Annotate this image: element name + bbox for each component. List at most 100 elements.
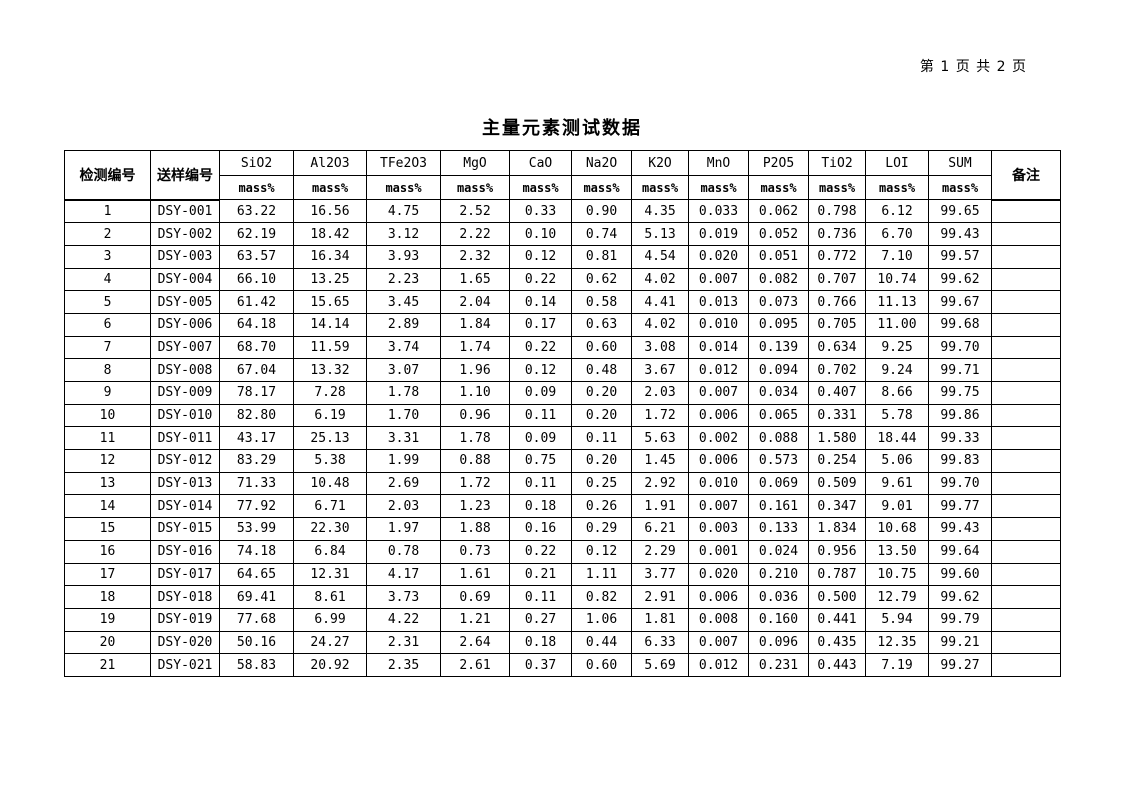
cell-remark [991, 358, 1061, 382]
cell-value: 0.73 [440, 539, 510, 564]
cell-sample-id: DSY-013 [150, 471, 220, 496]
cell-value: 20.92 [293, 653, 367, 677]
cell-value: 99.21 [928, 630, 992, 655]
cell-value: 77.68 [219, 607, 294, 632]
cell-remark [991, 630, 1061, 655]
cell-value: 0.18 [509, 494, 572, 519]
cell-sample-id: DSY-001 [150, 198, 220, 224]
table-row: 9 DSY-009 78.17 7.28 1.78 1.10 0.09 0.20 2.03 0.0… [64, 381, 1061, 405]
cell-detect-id: 21 [64, 653, 151, 677]
column-header-tio2: TiO2 [808, 150, 866, 176]
cell-value: 0.033 [688, 198, 749, 224]
cell-detect-id: 10 [64, 403, 151, 428]
cell-value: 0.020 [688, 562, 749, 587]
column-header-loi: LOI [865, 150, 929, 176]
cell-value: 11.13 [865, 290, 929, 314]
unit-header-mass-percent: mass% [928, 175, 992, 200]
cell-value: 0.772 [808, 244, 866, 269]
cell-sample-id: DSY-019 [150, 607, 220, 632]
cell-value: 0.347 [808, 494, 866, 519]
cell-value: 0.27 [509, 607, 572, 632]
cell-detect-id: 6 [64, 312, 151, 337]
cell-remark [991, 426, 1061, 451]
cell-value: 5.06 [865, 449, 929, 473]
cell-value: 0.81 [571, 244, 632, 269]
cell-value: 0.161 [748, 494, 809, 519]
cell-value: 0.96 [440, 403, 510, 428]
cell-value: 2.69 [366, 471, 441, 496]
cell-value: 68.70 [219, 335, 294, 360]
table-row: 8 DSY-008 67.04 13.32 3.07 1.96 0.12 0.48 3.67 0.… [64, 358, 1061, 382]
cell-value: 1.61 [440, 562, 510, 587]
cell-value: 77.92 [219, 494, 294, 519]
cell-value: 18.42 [293, 222, 367, 246]
cell-value: 99.83 [928, 449, 992, 473]
cell-value: 0.787 [808, 562, 866, 587]
table-row: 14 DSY-014 77.92 6.71 2.03 1.23 0.18 0.26 1.91 0.… [64, 494, 1061, 519]
cell-value: 1.78 [366, 381, 441, 405]
cell-value: 6.70 [865, 222, 929, 246]
cell-value: 0.096 [748, 630, 809, 655]
cell-value: 99.33 [928, 426, 992, 451]
unit-header-mass-percent: mass% [688, 175, 749, 200]
cell-sample-id: DSY-007 [150, 335, 220, 360]
cell-value: 0.036 [748, 585, 809, 609]
cell-value: 0.443 [808, 653, 866, 677]
cell-value: 0.63 [571, 312, 632, 337]
cell-detect-id: 11 [64, 426, 151, 451]
column-header-mgo: MgO [440, 150, 510, 176]
cell-value: 0.052 [748, 222, 809, 246]
cell-value: 0.010 [688, 312, 749, 337]
cell-value: 0.634 [808, 335, 866, 360]
cell-value: 5.63 [631, 426, 689, 451]
cell-value: 1.81 [631, 607, 689, 632]
cell-value: 0.006 [688, 449, 749, 473]
cell-value: 0.013 [688, 290, 749, 314]
cell-value: 63.22 [219, 198, 294, 224]
header-row-units: mass% mass% mass% mass% mass% mass% mass% mass%… [65, 175, 1061, 200]
cell-value: 0.09 [509, 426, 572, 451]
table-row: 6 DSY-006 64.18 14.14 2.89 1.84 0.17 0.63 4.02 0.… [64, 312, 1061, 337]
cell-value: 0.798 [808, 198, 866, 224]
cell-value: 0.14 [509, 290, 572, 314]
cell-value: 0.012 [688, 358, 749, 382]
cell-value: 3.45 [366, 290, 441, 314]
cell-value: 12.35 [865, 630, 929, 655]
cell-value: 0.25 [571, 471, 632, 496]
cell-value: 1.72 [631, 403, 689, 428]
cell-remark [991, 312, 1061, 337]
cell-value: 7.10 [865, 244, 929, 269]
cell-value: 83.29 [219, 449, 294, 473]
cell-value: 1.70 [366, 403, 441, 428]
cell-sample-id: DSY-004 [150, 267, 220, 292]
cell-value: 6.21 [631, 517, 689, 541]
cell-value: 18.44 [865, 426, 929, 451]
table-row: 20 DSY-020 50.16 24.27 2.31 2.64 0.18 0.44 6.33 0… [64, 630, 1061, 655]
cell-value: 2.03 [366, 494, 441, 519]
cell-detect-id: 12 [64, 449, 151, 473]
cell-value: 99.70 [928, 335, 992, 360]
unit-header-mass-percent: mass% [366, 175, 441, 200]
cell-value: 99.71 [928, 358, 992, 382]
unit-header-mass-percent: mass% [293, 175, 367, 200]
cell-value: 5.78 [865, 403, 929, 428]
cell-remark [991, 290, 1061, 314]
cell-value: 3.08 [631, 335, 689, 360]
cell-value: 0.024 [748, 539, 809, 564]
cell-value: 4.02 [631, 267, 689, 292]
column-header-sum: SUM [928, 150, 992, 176]
cell-value: 0.74 [571, 222, 632, 246]
cell-value: 0.007 [688, 381, 749, 405]
cell-value: 0.22 [509, 539, 572, 564]
cell-remark [991, 381, 1061, 405]
cell-value: 4.17 [366, 562, 441, 587]
cell-sample-id: DSY-012 [150, 449, 220, 473]
cell-value: 15.65 [293, 290, 367, 314]
cell-sample-id: DSY-018 [150, 585, 220, 609]
cell-sample-id: DSY-011 [150, 426, 220, 451]
table-row: 13 DSY-013 71.33 10.48 2.69 1.72 0.11 0.25 2.92 0… [64, 471, 1061, 496]
cell-value: 58.83 [219, 653, 294, 677]
cell-value: 25.13 [293, 426, 367, 451]
cell-value: 66.10 [219, 267, 294, 292]
cell-value: 0.12 [509, 244, 572, 269]
